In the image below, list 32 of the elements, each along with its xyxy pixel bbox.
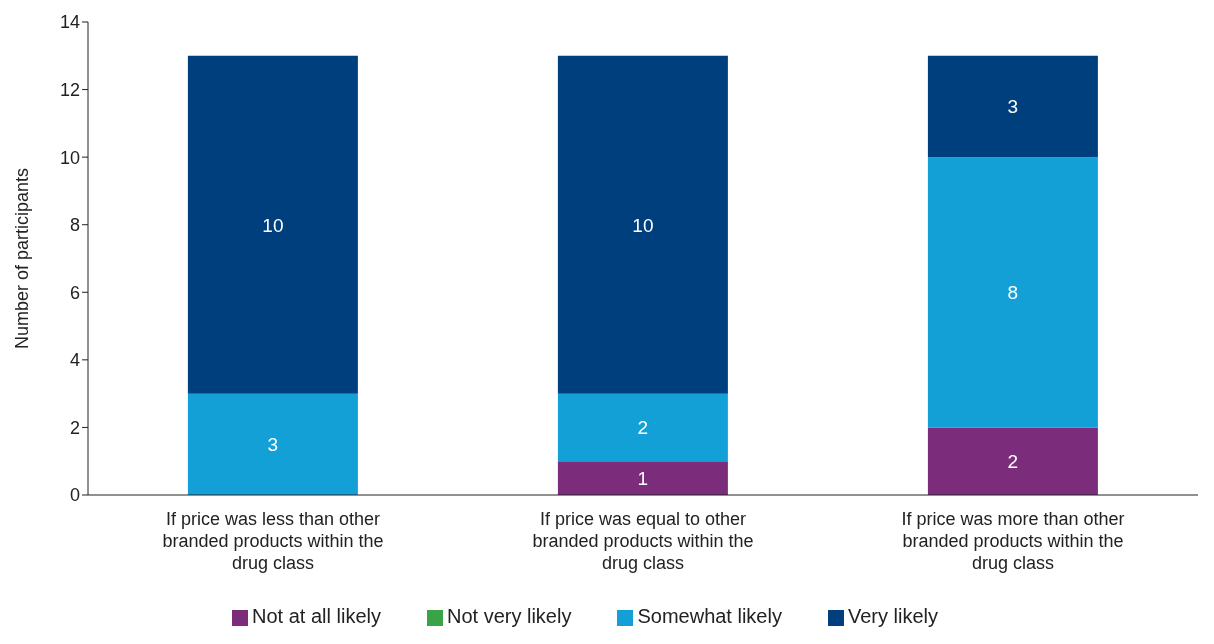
x-tick-label: If price was more than other branded products within the drug class — [901, 509, 1125, 573]
legend-label: Somewhat likely — [637, 605, 782, 627]
bar — [187, 55, 358, 394]
y-tick-label: 8 — [69, 215, 80, 236]
legend-label: Not at all likely — [252, 605, 381, 627]
data-label: 8 — [1007, 282, 1019, 304]
data-label: 1 — [637, 468, 649, 490]
data-label: 2 — [1007, 451, 1019, 473]
y-tick-label: 2 — [69, 417, 80, 438]
legend-label: Not very likely — [446, 605, 572, 627]
data-label: 10 — [632, 214, 654, 236]
legend-label: Very likely — [847, 605, 938, 627]
bar — [187, 393, 358, 495]
y-tick-label: 4 — [69, 350, 80, 371]
data-label: 10 — [262, 214, 284, 236]
bar — [927, 157, 1098, 428]
bar — [927, 55, 1098, 158]
data-label: 3 — [267, 434, 279, 456]
bar — [557, 393, 728, 462]
x-tick-label: If price was less than other branded products within the drug class — [162, 509, 384, 573]
y-tick-label: 12 — [59, 79, 80, 100]
y-tick-label: 6 — [69, 282, 80, 303]
y-tick-label: 0 — [69, 485, 80, 506]
y-axis-title: Number of participants — [12, 167, 33, 350]
y-tick-label: 14 — [59, 12, 80, 33]
data-label: 2 — [637, 417, 649, 439]
x-tick-label: If price was equal to other branded products within the drug class — [532, 509, 754, 573]
data-label: 3 — [1007, 96, 1019, 118]
bar — [557, 55, 728, 394]
y-tick-label: 10 — [59, 147, 80, 168]
bar — [927, 427, 1098, 495]
bar — [557, 461, 728, 495]
